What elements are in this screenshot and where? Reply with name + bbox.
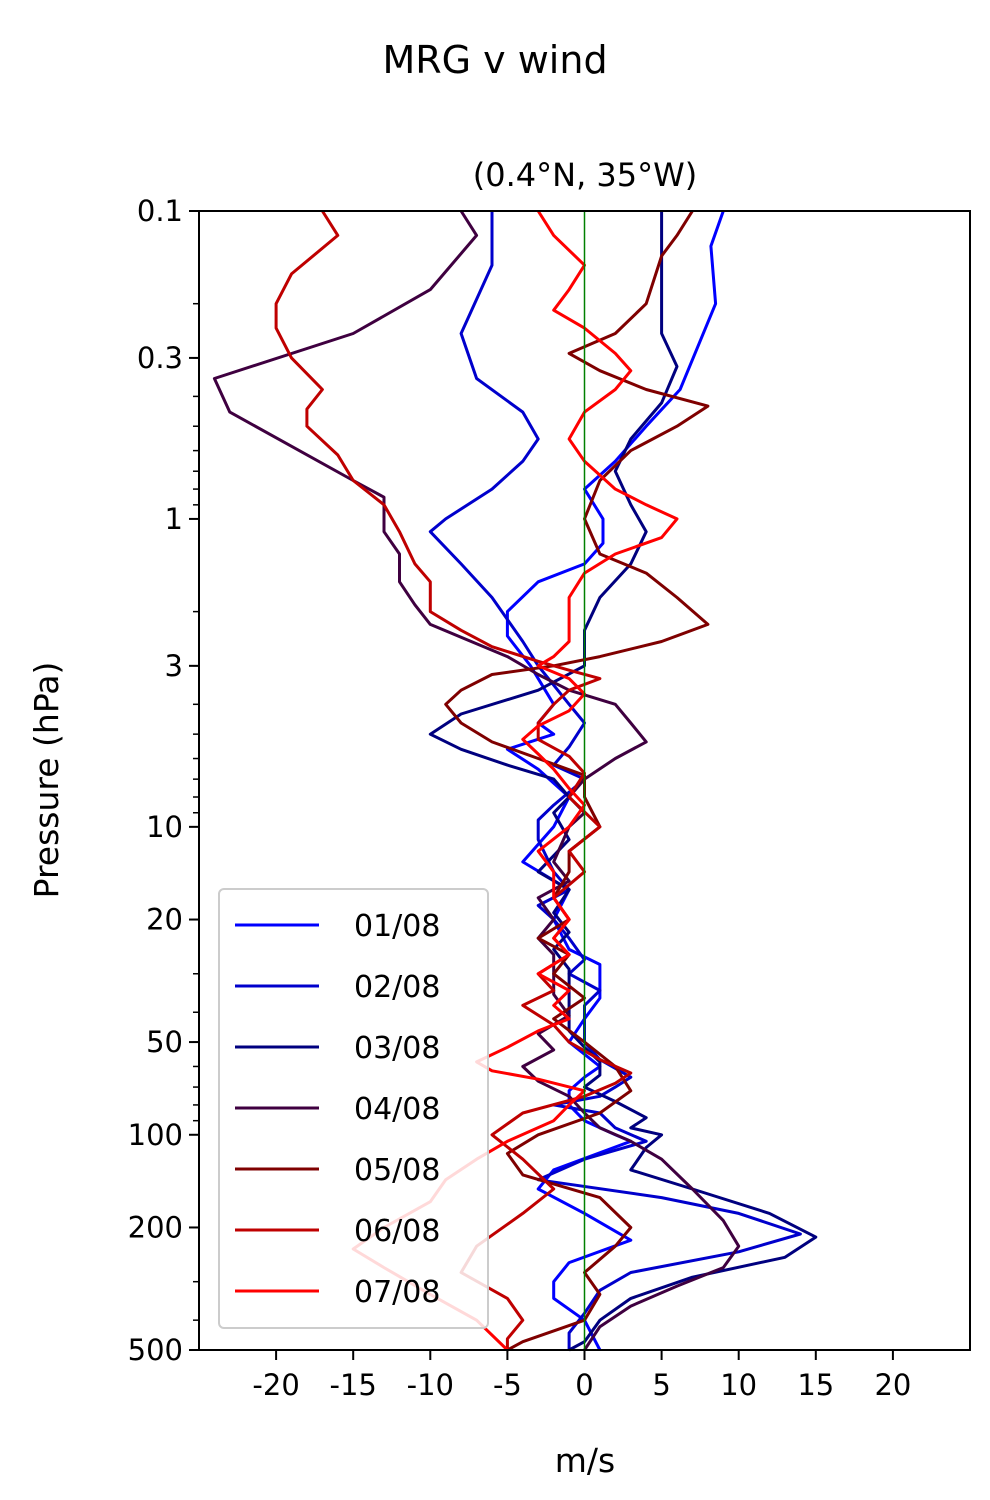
legend: 01/08 02/08 03/08 04/08 05/08 06/08 07/08: [218, 888, 489, 1329]
x-tick-label: 15: [797, 1368, 834, 1402]
x-tick-label: -10: [407, 1368, 454, 1402]
y-tick-label: 10: [146, 810, 183, 844]
series-line-6: [274, 210, 633, 1350]
y-tick-label: 200: [128, 1210, 183, 1244]
x-tick-label: -20: [252, 1368, 299, 1402]
y-tick-label: 1: [165, 502, 183, 536]
x-tick-label: -15: [330, 1368, 377, 1402]
x-axis-label: m/s: [555, 1441, 615, 1480]
series-line-7: [351, 210, 679, 1352]
legend-label: 04/08: [354, 1092, 440, 1127]
y-tick-label: 20: [146, 903, 183, 937]
axes-title: (0.4°N, 35°W): [473, 156, 698, 194]
figure-suptitle: MRG v wind: [382, 38, 607, 82]
legend-label: 01/08: [354, 909, 440, 944]
legend-label: 06/08: [354, 1214, 440, 1249]
series-line-4: [212, 210, 741, 1351]
x-tick-label: 0: [575, 1368, 593, 1402]
x-tick-label: 5: [652, 1368, 670, 1402]
y-axis-ticks: 0.1 0.3 1 3 10 20 50 100 200 500: [128, 194, 199, 1367]
legend-box: [218, 888, 489, 1329]
x-axis-ticks: -20 -15 -10 -5 0 5 10 15 20: [252, 1350, 911, 1402]
legend-label: 05/08: [354, 1153, 440, 1188]
x-tick-label: 20: [874, 1368, 911, 1402]
series-line-3: [428, 211, 818, 1352]
y-tick-label: 3: [165, 649, 183, 683]
plot-area: [198, 210, 971, 1352]
y-tick-label: 0.3: [137, 341, 183, 375]
x-tick-label: -5: [493, 1368, 522, 1402]
legend-label: 02/08: [354, 970, 440, 1005]
y-tick-label: 100: [128, 1118, 183, 1152]
y-tick-label: 0.1: [137, 194, 183, 228]
legend-label: 03/08: [354, 1031, 440, 1066]
y-axis-label: Pressure (hPa): [27, 662, 66, 899]
x-tick-label: 10: [720, 1368, 757, 1402]
y-tick-label: 500: [128, 1333, 183, 1367]
legend-label: 07/08: [354, 1275, 440, 1310]
y-tick-label: 50: [146, 1025, 183, 1059]
